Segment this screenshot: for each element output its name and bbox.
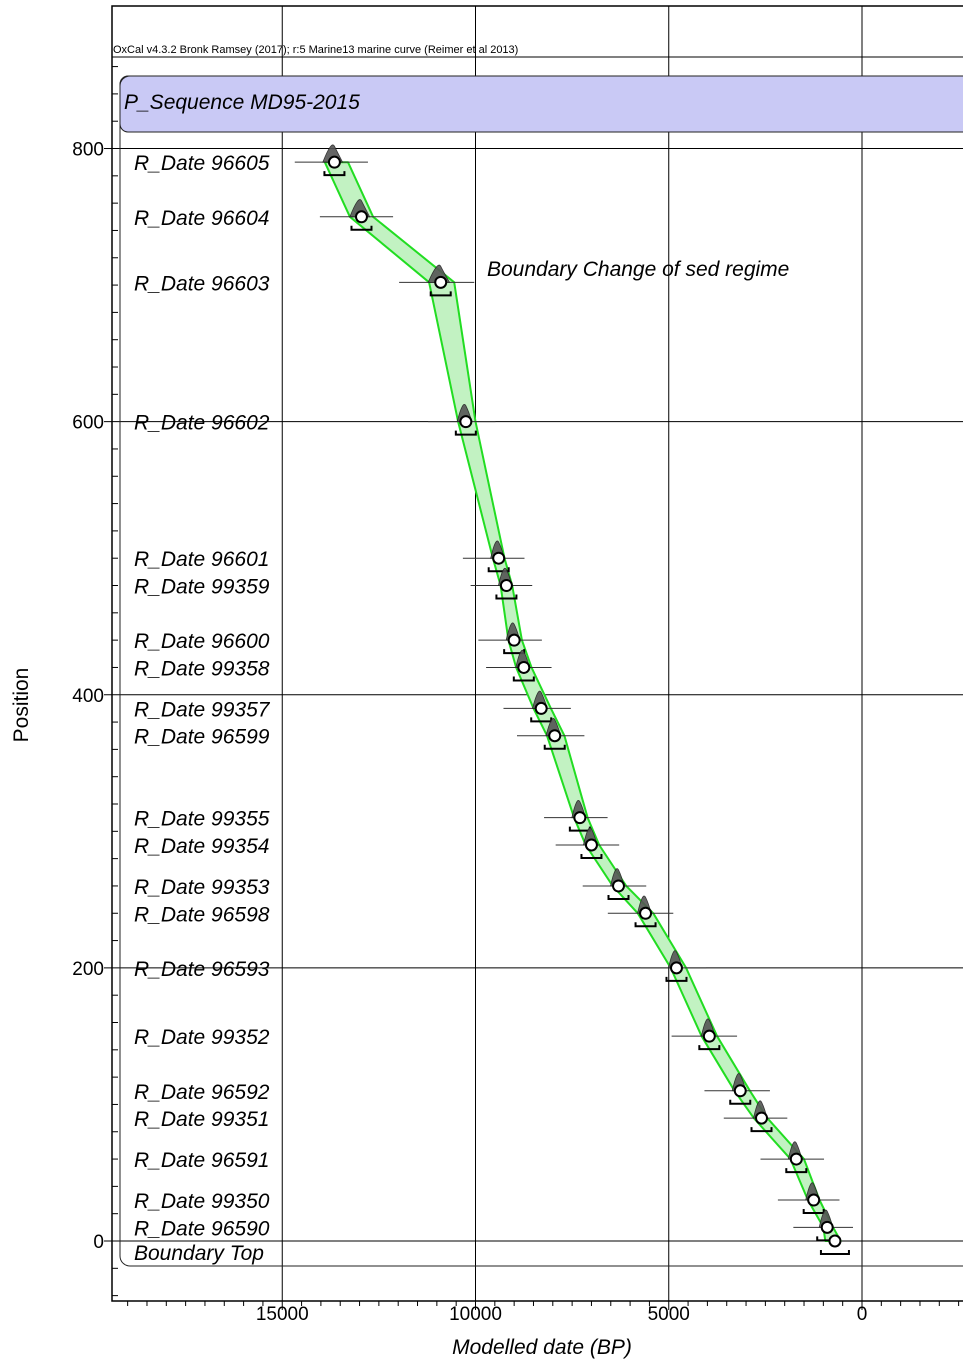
range-bracket [819,1250,850,1255]
range-bracket [634,922,657,928]
median-marker [327,155,341,169]
date-label: R_Date 99357 [134,698,271,721]
y-tick-label: 400 [72,686,104,707]
date-label: R_Date 96605 [134,152,270,175]
date-label: R_Date 99353 [134,876,270,899]
date-label: R_Date 96604 [134,207,269,230]
axes: 15000 10000 5000 0 0 200 400 600 800 [72,66,960,1325]
y-tick-label: 800 [72,140,104,161]
x-axis-title: Modelled date (BP) [452,1336,632,1359]
date-label: R_Date 99351 [134,1108,269,1131]
range-bracket [323,171,346,177]
x-tick-label: 10000 [449,1304,502,1325]
median-marker [820,1220,834,1234]
date-label: R_Date 96591 [134,1149,269,1172]
date-label: R_Date 96603 [134,272,270,295]
range-bracket [350,225,373,231]
sequence-label: P_Sequence MD95-2015 [124,91,360,114]
date-label: R_Date 99354 [134,835,269,858]
date-label: R_Date 99355 [134,808,270,831]
median-marker [354,210,368,224]
y-axis-title: Position [10,668,33,743]
grid [112,6,963,1301]
median-marker [755,1111,769,1125]
date-label: R_Date 96590 [134,1217,270,1240]
date-label: Boundary Top [134,1242,264,1265]
range-bracket [429,291,452,297]
header-text: OxCal v4.3.2 Bronk Ramsey (2017); r:5 Ma… [113,44,518,56]
median-marker [507,633,521,647]
y-tick-label: 0 [93,1232,104,1253]
median-marker [733,1084,747,1098]
median-marker [584,838,598,852]
date-label: R_Date 99350 [134,1190,270,1213]
range-bracket [580,853,603,859]
median-marker [459,415,473,429]
date-labels: R_Date 96605 R_Date 96604 R_Date 96603 R_Da… [134,152,271,1265]
y-tick-label: 200 [72,959,104,980]
range-bracket [607,894,630,900]
range-bracket [512,676,535,682]
range-bracket [750,1127,773,1133]
median-marker [434,275,448,289]
median-marker [517,660,531,674]
median-marker [548,729,562,743]
date-label: R_Date 96602 [134,412,270,435]
range-bracket [530,717,553,723]
range-bracket [802,1209,825,1215]
x-tick-label: 5000 [648,1304,690,1325]
median-marker [669,961,683,975]
date-label: R_Date 99358 [134,657,270,680]
median-marker [612,879,626,893]
median-marker [492,551,506,565]
median-marker [499,579,513,593]
range-bracket [729,1099,752,1105]
plot-frame [111,5,963,1302]
range-bracket [698,1045,721,1051]
median-marker [789,1152,803,1166]
range-bracket [454,430,477,436]
range-bracket [665,976,688,982]
envelope [323,161,842,1242]
date-label: R_Date 96592 [134,1081,270,1104]
y-tick-label: 600 [72,413,104,434]
date-label: R_Date 96600 [134,630,270,653]
range-bracket [785,1168,808,1174]
median-marker [534,701,548,715]
sequence-box [119,75,963,1267]
range-bracket [487,567,510,573]
range-envelope [323,161,842,1242]
date-label: R_Date 99359 [134,576,270,599]
marks [294,144,854,1255]
median-marker [573,811,587,825]
date-label: R_Date 96601 [134,548,269,571]
median-marker [639,906,653,920]
date-label: R_Date 96598 [134,903,270,926]
median-marker [828,1234,842,1248]
x-tick-label: 15000 [256,1304,309,1325]
range-bracket [543,744,566,750]
range-bracket [503,649,526,655]
median-marker [807,1193,821,1207]
date-label: R_Date 99352 [134,1026,270,1049]
median-marker [702,1029,716,1043]
range-bracket [495,594,518,600]
date-label: R_Date 96599 [134,726,270,749]
annotation-label: Boundary Change of sed regime [487,258,789,281]
date-label: R_Date 96593 [134,958,270,981]
x-tick-label: 0 [857,1304,868,1325]
